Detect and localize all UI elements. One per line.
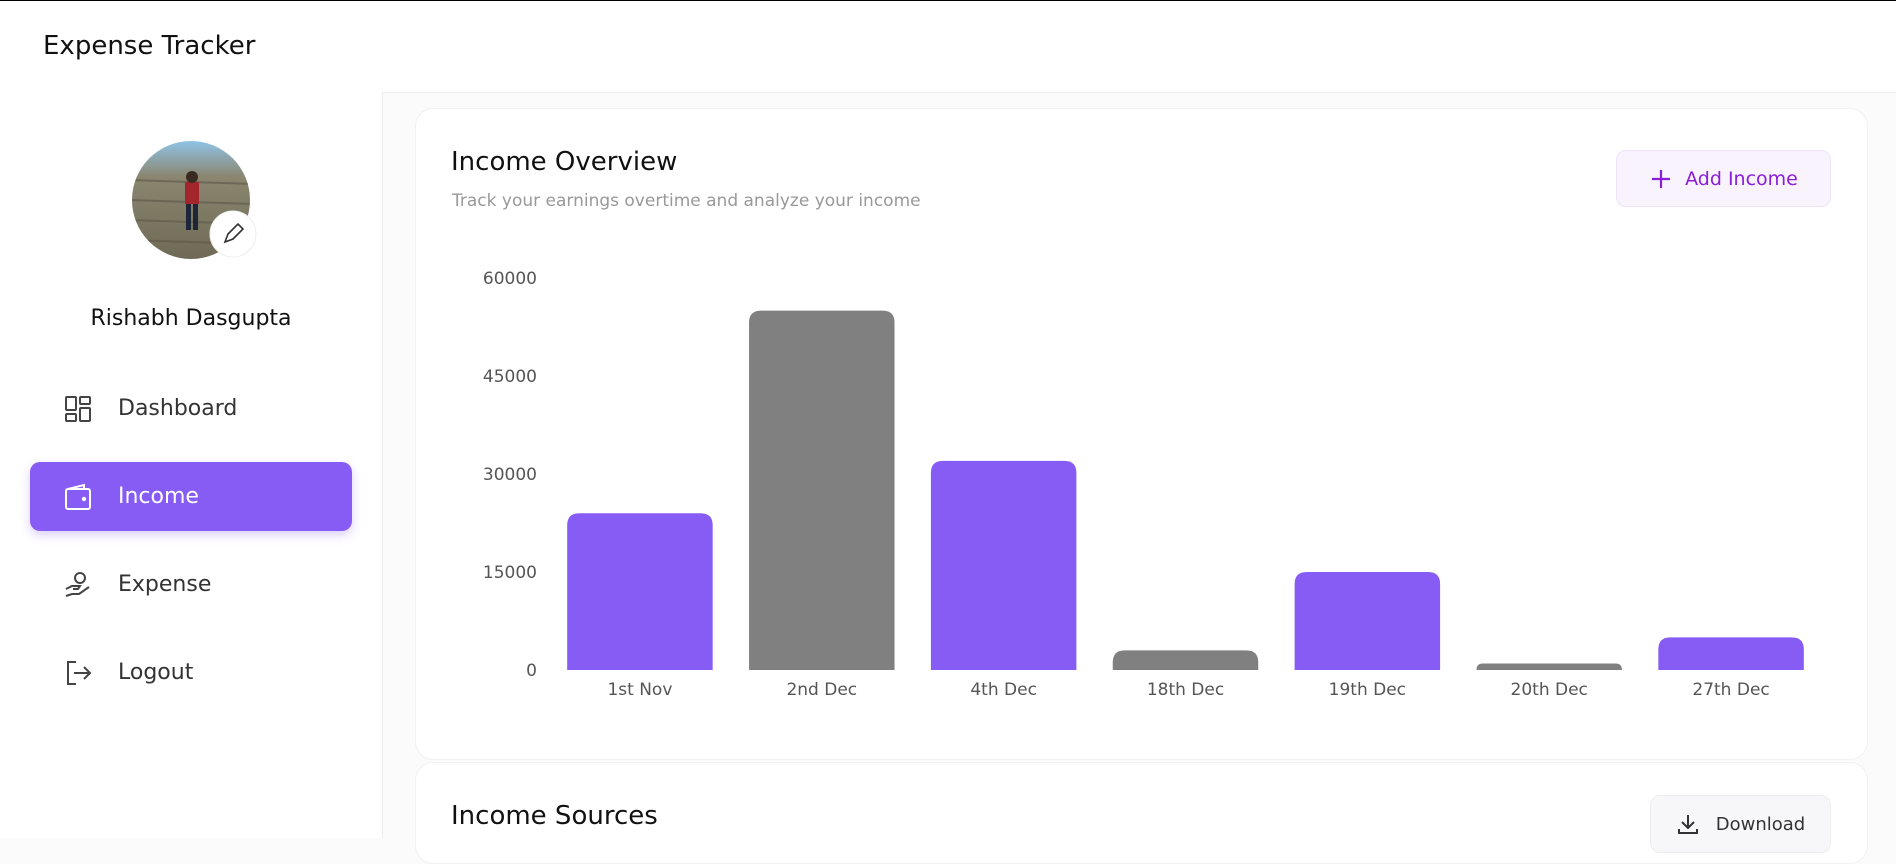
y-tick-label: 15000	[483, 563, 537, 583]
user-name: Rishabh Dasgupta	[90, 306, 292, 331]
bar	[1658, 637, 1804, 670]
x-tick-label: 2nd Dec	[786, 680, 857, 700]
y-tick-label: 30000	[483, 465, 537, 485]
card-subtitle: Track your earnings overtime and analyze…	[452, 191, 921, 211]
menu-item[interactable]: Dashboard	[30, 374, 352, 443]
menu-label: Income	[118, 484, 199, 509]
x-tick-label: 4th Dec	[970, 680, 1037, 700]
overview-card: Income Overview Track your earnings over…	[415, 108, 1868, 760]
menu-item[interactable]: Income	[30, 462, 352, 531]
avatar[interactable]	[130, 140, 280, 280]
menu-item[interactable]: Logout	[30, 638, 352, 707]
bar	[1112, 650, 1259, 670]
header: Expense Tracker	[0, 0, 1896, 93]
bar	[749, 310, 895, 670]
sidebar: Rishabh Dasgupta Dashboard Income Expens…	[0, 92, 383, 838]
menu-item[interactable]: Expense	[30, 550, 352, 619]
card-title: Income Sources	[451, 801, 658, 831]
x-tick-label: 20th Dec	[1511, 680, 1588, 700]
x-tick-label: 27th Dec	[1692, 680, 1769, 700]
app-title: Expense Tracker	[43, 31, 256, 61]
button-label: Add Income	[1685, 167, 1798, 190]
bar	[567, 513, 713, 670]
bar	[1294, 572, 1441, 670]
download-button[interactable]: Download	[1650, 795, 1831, 853]
add-income-button[interactable]: Add Income	[1616, 150, 1831, 207]
x-tick-label: 19th Dec	[1329, 680, 1406, 700]
card-title: Income Overview	[451, 147, 678, 177]
x-tick-label: 1st Nov	[607, 680, 672, 700]
bar	[930, 460, 1077, 670]
y-tick-label: 0	[526, 661, 537, 681]
bar	[1476, 663, 1622, 670]
y-tick-label: 60000	[483, 269, 537, 289]
menu-label: Logout	[118, 660, 194, 685]
sources-card: Income Sources Download	[415, 762, 1868, 864]
button-label: Download	[1715, 813, 1806, 835]
menu-label: Dashboard	[118, 396, 238, 421]
chart: 0 15000 30000 45000 60000 1st Nov 2nd Dec 4th D…	[483, 269, 1804, 700]
y-tick-label: 45000	[483, 367, 537, 387]
x-tick-label: 18th Dec	[1147, 680, 1224, 700]
menu-label: Expense	[118, 572, 212, 597]
